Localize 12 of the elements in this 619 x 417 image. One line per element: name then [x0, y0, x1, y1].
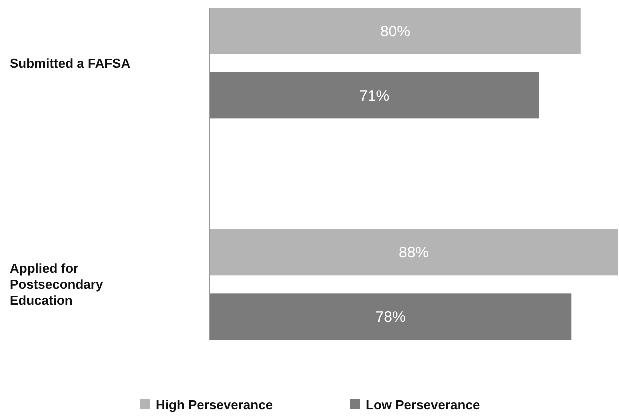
bar	[210, 72, 540, 119]
data-label: 80%	[380, 23, 410, 40]
y-tick-label: Applied for Postsecondary Education	[10, 261, 104, 308]
bar	[210, 294, 572, 340]
data-label: 88%	[398, 244, 430, 262]
legend-label: Low Perseverance	[366, 398, 480, 413]
data-label: 71%	[360, 88, 390, 105]
y-tick-label: Submitted a FAFSA	[10, 56, 132, 71]
bar	[210, 8, 581, 54]
data-label: 78%	[376, 309, 406, 326]
bar	[210, 229, 618, 276]
legend-label: High Perseverance	[156, 398, 274, 413]
